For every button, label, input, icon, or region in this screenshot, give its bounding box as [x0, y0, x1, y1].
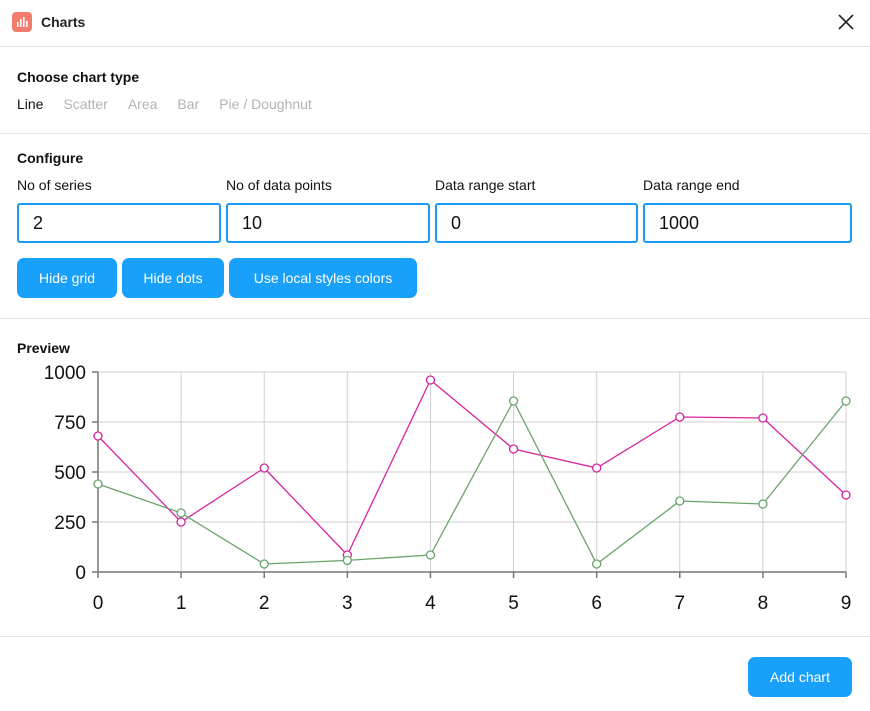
x-tick-label: 4 [425, 593, 436, 614]
x-tick-label: 6 [591, 593, 602, 614]
add-chart-button[interactable]: Add chart [748, 657, 852, 697]
x-tick-label: 5 [508, 593, 519, 614]
data-point [259, 463, 269, 473]
tab-scatter[interactable]: Scatter [63, 96, 108, 112]
tab-line[interactable]: Line [17, 96, 44, 112]
data-point [508, 444, 519, 454]
data-points-label: No of data points [226, 177, 332, 193]
preview-heading: Preview [17, 340, 70, 356]
series-line [97, 378, 847, 557]
bar-chart-icon [12, 12, 32, 32]
y-tick-label: 1000 [44, 363, 86, 384]
x-tick-label: 8 [758, 593, 769, 614]
chart-type-tabs: Line Scatter Area Bar Pie / Doughnut [17, 96, 332, 112]
divider [0, 636, 870, 637]
data-point [592, 559, 602, 569]
data-point [592, 463, 602, 473]
data-point [93, 431, 103, 441]
series-count-label: No of series [17, 177, 92, 193]
data-point [425, 375, 436, 385]
tab-bar[interactable]: Bar [177, 96, 200, 112]
range-start-label: Data range start [435, 177, 536, 193]
data-point [758, 499, 768, 509]
data-point [425, 550, 436, 560]
y-tick-label: 0 [75, 563, 86, 584]
tab-pie-doughnut[interactable]: Pie / Doughnut [219, 96, 312, 112]
data-point [841, 396, 851, 406]
range-end-label: Data range end [643, 177, 740, 193]
close-icon[interactable] [836, 12, 856, 32]
x-tick-label: 3 [342, 593, 353, 614]
use-local-styles-colors-button[interactable]: Use local styles colors [229, 258, 417, 298]
data-points-input[interactable] [226, 203, 430, 243]
x-tick-label: 1 [176, 593, 187, 614]
choose-chart-type-heading: Choose chart type [17, 69, 140, 85]
divider [0, 133, 870, 134]
data-point [841, 490, 851, 500]
data-point [675, 412, 685, 422]
y-tick-label: 250 [54, 513, 86, 534]
range-start-input[interactable] [435, 203, 638, 243]
series-count-input[interactable] [17, 203, 221, 243]
x-tick-label: 2 [259, 593, 270, 614]
y-tick-label: 500 [54, 463, 86, 484]
x-tick-label: 7 [674, 593, 685, 614]
data-point [176, 508, 186, 518]
hide-grid-button[interactable]: Hide grid [17, 258, 117, 298]
data-point [508, 396, 519, 406]
configure-heading: Configure [17, 150, 84, 166]
data-point [176, 517, 186, 527]
range-end-input[interactable] [643, 203, 852, 243]
tab-area[interactable]: Area [127, 96, 158, 112]
x-tick-label: 0 [93, 593, 104, 614]
data-point [342, 555, 352, 566]
series-line [97, 399, 847, 565]
data-point [259, 559, 269, 569]
data-point [675, 496, 685, 506]
divider [0, 318, 870, 319]
preview-line-chart: 0 250 500 750 1000 0 1 2 3 4 5 6 7 8 9 [44, 363, 852, 614]
dialog-header: Charts [0, 0, 870, 47]
dialog-title: Charts [41, 14, 86, 30]
x-tick-label: 9 [841, 593, 852, 614]
data-point [758, 413, 768, 423]
data-point [93, 479, 103, 489]
y-tick-label: 750 [54, 413, 86, 434]
hide-dots-button[interactable]: Hide dots [122, 258, 224, 298]
